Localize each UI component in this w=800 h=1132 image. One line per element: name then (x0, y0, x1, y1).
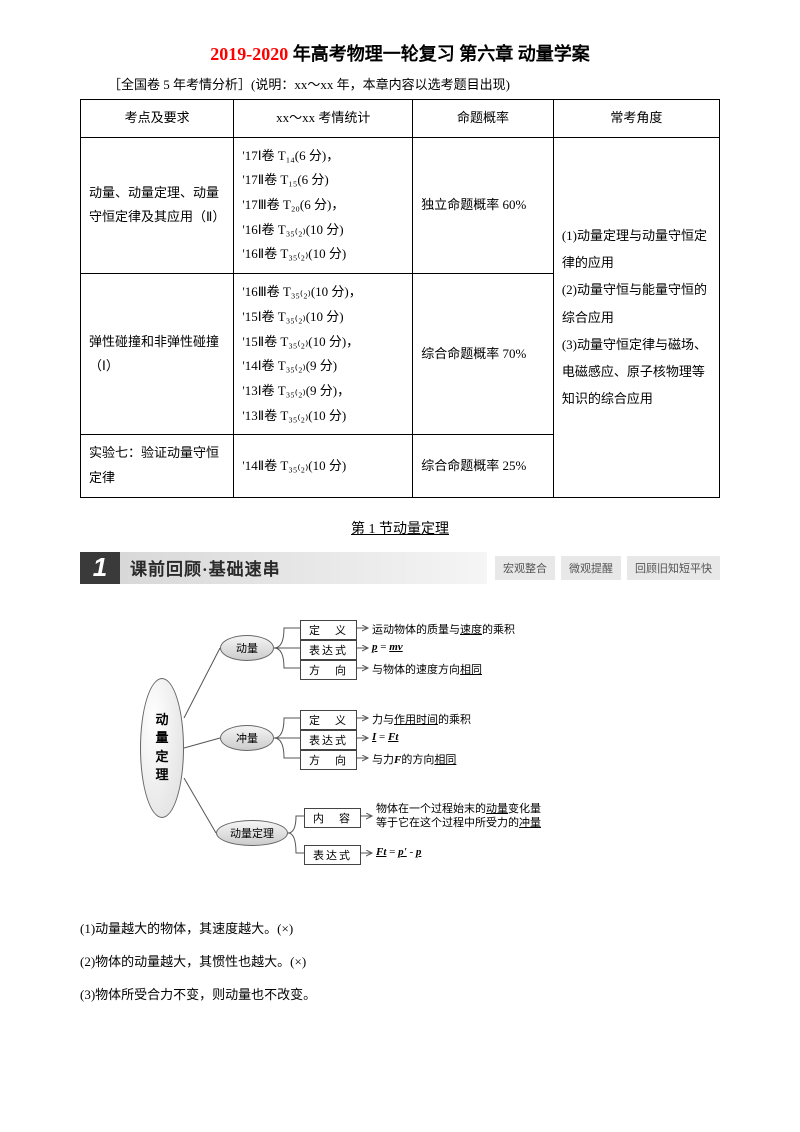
tag-1: 微观提醒 (561, 556, 621, 580)
stmt-1: (1)动量越大的物体，其速度越大。(×) (80, 918, 720, 937)
title-black: 年高考物理一轮复习 第六章 动量学案 (288, 44, 590, 64)
cell-prob-1: 综合命题概率 70% (413, 274, 554, 435)
box: 表达式 (300, 640, 357, 660)
ellipse-impulse: 冲量 (220, 725, 274, 751)
txt: I = Ft (372, 731, 398, 743)
cell-stats-0: '17Ⅰ卷 T₁₄(6 分)， '17Ⅱ卷 T₁₅(6 分) '17Ⅲ卷 T₂₀… (234, 137, 413, 273)
box: 表达式 (304, 845, 361, 865)
stmt-3: (3)物体所受合力不变，则动量也不改变。 (80, 984, 720, 1003)
box: 方 向 (300, 660, 357, 680)
cell-topic-1: 弹性碰撞和非弹性碰撞（Ⅰ） (81, 274, 234, 435)
box: 内 容 (304, 808, 361, 828)
txt: 运动物体的质量与速度的乘积 (372, 621, 515, 637)
tag-0: 宏观整合 (495, 556, 555, 580)
exam-table: 考点及要求 xx～xx 考情统计 命题概率 常考角度 动量、动量定理、动量守恒定… (80, 99, 720, 498)
banner-num: 1 (80, 552, 120, 584)
section-title: 第 1 节动量定理 (80, 518, 720, 538)
box: 定 义 (300, 620, 357, 640)
concept-diagram: 动量定理 动量 冲量 动量定理 定 义 表达式 方 向 运动物体的质量与速度的乘… (140, 608, 660, 888)
txt: 力与作用时间的乘积 (372, 711, 471, 727)
txt: 与力F的方向相同 (372, 751, 456, 767)
txt: Ft = p' - p (376, 846, 421, 858)
title-red: 2019-2020 (210, 44, 288, 64)
box: 表达式 (300, 730, 357, 750)
th-prob: 命题概率 (413, 100, 554, 138)
subtitle: ［全国卷 5 年考情分析］(说明：xx～xx 年，本章内容以选考题目出现) (108, 74, 720, 93)
box: 方 向 (300, 750, 357, 770)
txt: 与物体的速度方向相同 (372, 661, 482, 677)
cell-prob-0: 独立命题概率 60% (413, 137, 554, 273)
th-topic: 考点及要求 (81, 100, 234, 138)
cell-stats-2: '14Ⅱ卷 T₃₅₍₂₎(10 分) (234, 435, 413, 497)
stmt-2: (2)物体的动量越大，其惯性也越大。(×) (80, 951, 720, 970)
cell-stats-1: '16Ⅲ卷 T₃₅₍₂₎(10 分)， '15Ⅰ卷 T₃₅₍₂₎(10 分) '… (234, 274, 413, 435)
th-angle: 常考角度 (553, 100, 719, 138)
banner: 1 课前回顾·基础速串 宏观整合 微观提醒 回顾旧知短平快 (80, 552, 720, 584)
txt: p = mv (372, 641, 403, 653)
cell-angle: (1)动量定理与动量守恒定律的应用 (2)动量守恒与能量守恒的综合应用 (3)动… (553, 137, 719, 497)
statements: (1)动量越大的物体，其速度越大。(×) (2)物体的动量越大，其惯性也越大。(… (80, 918, 720, 1003)
txt: 物体在一个过程始末的动量变化量等于它在这个过程中所受力的冲量 (376, 802, 541, 831)
page-title: 2019-2020 年高考物理一轮复习 第六章 动量学案 (80, 40, 720, 66)
ellipse-theorem: 动量定理 (216, 820, 288, 846)
cell-topic-2: 实验七：验证动量守恒定律 (81, 435, 234, 497)
banner-tags: 宏观整合 微观提醒 回顾旧知短平快 (487, 552, 720, 584)
cell-prob-2: 综合命题概率 25% (413, 435, 554, 497)
banner-title: 课前回顾·基础速串 (120, 552, 487, 584)
ellipse-momentum: 动量 (220, 635, 274, 661)
ellipse-main: 动量定理 (140, 678, 184, 818)
tag-2: 回顾旧知短平快 (627, 556, 720, 580)
box: 定 义 (300, 710, 357, 730)
th-stats: xx～xx 考情统计 (234, 100, 413, 138)
cell-topic-0: 动量、动量定理、动量守恒定律及其应用（Ⅱ） (81, 137, 234, 273)
